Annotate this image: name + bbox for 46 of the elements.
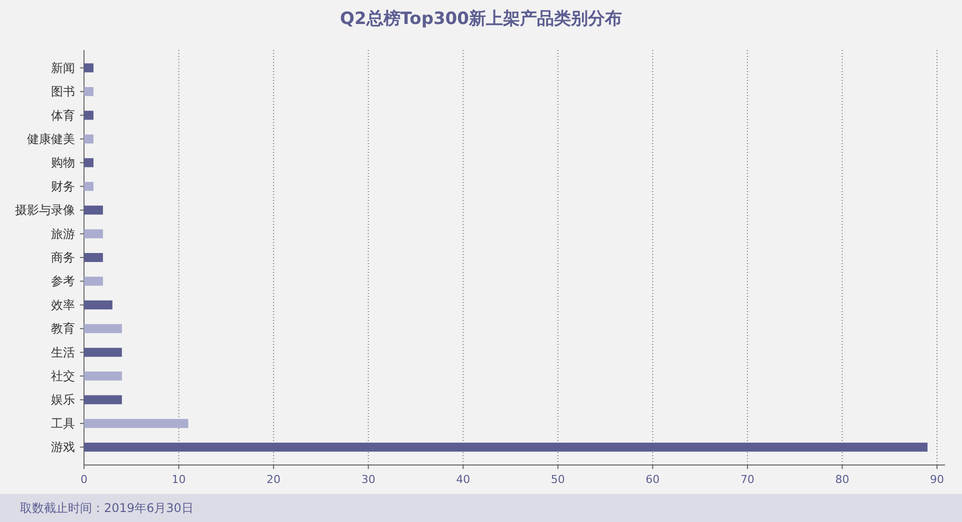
bar xyxy=(84,253,103,262)
bar xyxy=(84,229,103,238)
y-tick-label: 财务 xyxy=(51,179,75,194)
y-tick-label: 新闻 xyxy=(51,60,75,75)
y-tick-label: 教育 xyxy=(51,322,75,336)
x-tick-label: 40 xyxy=(456,473,470,486)
bar xyxy=(84,348,122,357)
bar xyxy=(84,158,94,168)
x-tick-label: 10 xyxy=(172,473,186,486)
y-tick-label: 娱乐 xyxy=(51,392,75,407)
bar xyxy=(84,110,94,120)
y-tick-label: 摄影与录像 xyxy=(15,203,75,218)
bar xyxy=(84,276,103,286)
y-tick-label: 旅游 xyxy=(51,226,75,241)
y-tick-label: 生活 xyxy=(51,345,75,360)
y-tick-label: 图书 xyxy=(51,84,75,99)
y-tick-label: 商务 xyxy=(51,250,75,264)
y-tick-label: 游戏 xyxy=(51,440,75,454)
x-tick-label: 20 xyxy=(266,473,281,486)
bar xyxy=(84,418,188,428)
bar xyxy=(84,182,94,191)
bar xyxy=(84,87,94,96)
text: 取数截止时间：2019年6月30日 xyxy=(20,501,194,515)
y-tick-label: 参考 xyxy=(51,274,75,288)
bar xyxy=(84,372,122,381)
x-tick-label: 60 xyxy=(646,473,660,486)
bar xyxy=(84,63,94,72)
x-tick-label: 70 xyxy=(740,473,754,486)
bar xyxy=(84,134,94,144)
bar xyxy=(84,324,122,334)
x-tick-label: 30 xyxy=(361,473,376,486)
x-tick-label: 50 xyxy=(550,473,565,486)
bar xyxy=(84,206,103,215)
y-tick-label: 体育 xyxy=(51,108,75,122)
x-tick-label: 0 xyxy=(80,473,88,486)
y-tick-label: 健康健美 xyxy=(27,132,75,146)
y-tick-label: 社交 xyxy=(51,369,75,384)
y-tick-label: 效率 xyxy=(51,298,75,312)
bar xyxy=(84,300,112,310)
chart-title: Q2总榜Top300新上架产品类别分布 xyxy=(340,9,622,29)
bar xyxy=(84,395,122,404)
y-tick-label: 购物 xyxy=(51,156,75,170)
x-tick-label: 90 xyxy=(930,473,944,486)
x-tick-label: 80 xyxy=(835,473,850,486)
bar xyxy=(84,442,928,452)
y-tick-label: 工具 xyxy=(51,416,75,430)
